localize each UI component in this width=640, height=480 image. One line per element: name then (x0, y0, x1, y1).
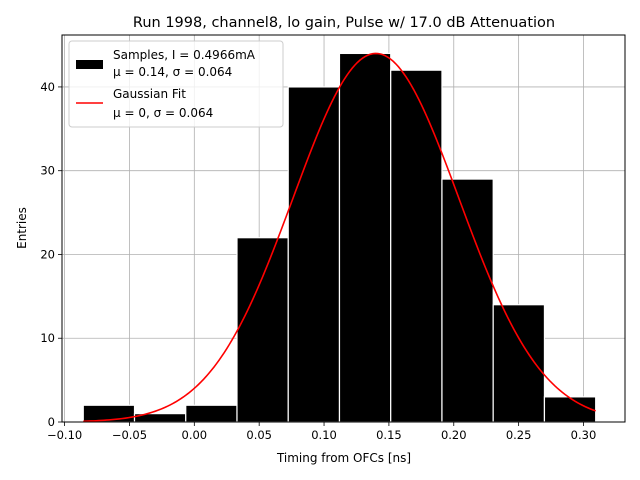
legend-swatch-samples (76, 60, 103, 69)
histogram-bar (287, 86, 341, 423)
legend-box (68, 40, 284, 128)
legend-label-fit: Gaussian Fit (113, 87, 186, 101)
x-tick-label: 0.30 (571, 428, 597, 442)
x-axis-ticks: −0.10 −0.05 0.00 0.05 0.10 0.15 0.20 0.25 0.30 (47, 422, 596, 442)
legend-label-samples: Samples, I = 0.4966mA (113, 48, 256, 62)
x-tick-label: 0.00 (182, 428, 208, 442)
y-tick-label: 10 (40, 331, 55, 345)
plot-frame (61, 34, 626, 423)
histogram-bar (543, 396, 597, 423)
y-axis-label: Entries (15, 207, 29, 249)
histogram-bar (390, 69, 443, 423)
x-tick-label: 0.05 (246, 428, 272, 442)
x-tick-label: 0.20 (441, 428, 467, 442)
x-tick-label: 0.15 (376, 428, 402, 442)
histogram-bar (441, 178, 494, 423)
y-tick-label: 40 (40, 80, 55, 94)
histogram-bar (185, 404, 238, 423)
y-tick-label: 20 (40, 247, 55, 261)
x-tick-label: −0.10 (47, 428, 82, 442)
histogram-bar (338, 52, 392, 423)
y-tick-label: 0 (48, 415, 55, 429)
chart-title: Run 1998, channel8, lo gain, Pulse w/ 17… (133, 15, 555, 31)
x-tick-label: 0.10 (311, 428, 337, 442)
y-axis-ticks: 0 10 20 30 40 (40, 80, 62, 429)
histogram-bar (236, 237, 289, 423)
y-tick-label: 30 (40, 164, 55, 178)
histogram-bar (492, 304, 546, 423)
x-tick-label: 0.25 (506, 428, 532, 442)
legend-stats-fit: μ = 0, σ = 0.064 (113, 106, 213, 120)
x-axis-label: Timing from OFCs [ns] (276, 451, 411, 465)
legend-stats-samples: μ = 0.14, σ = 0.064 (113, 65, 232, 79)
gaussian-fit-line (83, 52, 596, 423)
x-tick-label: −0.05 (112, 428, 147, 442)
legend: Samples, I = 0.4966mA μ = 0.14, σ = 0.06… (68, 40, 284, 128)
